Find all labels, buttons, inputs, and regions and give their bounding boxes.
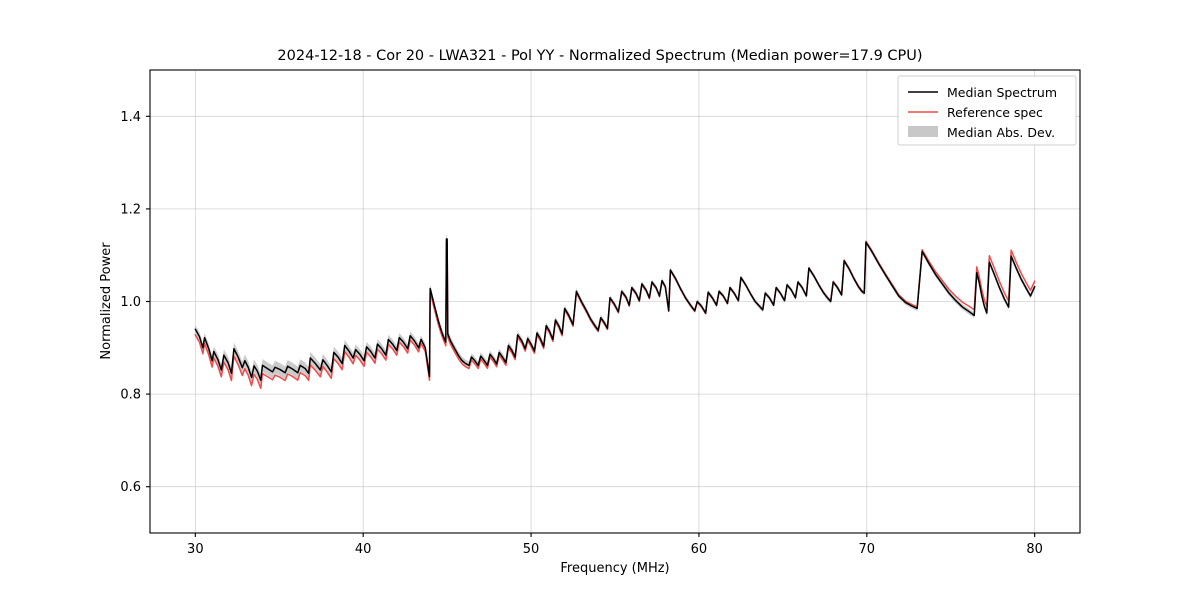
y-tick-label: 1.0 bbox=[120, 295, 141, 310]
legend-swatch-median-abs-dev bbox=[908, 126, 938, 137]
x-tick-label: 30 bbox=[187, 542, 204, 557]
gridlines bbox=[150, 70, 1080, 533]
y-axis-ticks: 0.6 0.8 1.0 1.2 1.4 bbox=[120, 110, 150, 495]
median-spectrum-line bbox=[194, 238, 1036, 381]
legend-label-median-spectrum: Median Spectrum bbox=[947, 85, 1057, 100]
x-tick-label: 80 bbox=[1026, 542, 1043, 557]
y-tick-label: 1.4 bbox=[120, 110, 141, 125]
x-axis-ticks: 30 40 50 60 70 80 bbox=[187, 533, 1043, 557]
x-tick-label: 70 bbox=[859, 542, 876, 557]
legend-label-reference-spec: Reference spec bbox=[947, 105, 1043, 120]
y-axis-label: Normalized Power bbox=[99, 242, 114, 360]
x-tick-label: 40 bbox=[355, 542, 372, 557]
legend-label-median-abs-dev: Median Abs. Dev. bbox=[947, 125, 1055, 140]
plot-title: 2024-12-18 - Cor 20 - LWA321 - Pol YY - … bbox=[277, 48, 922, 64]
legend-background bbox=[897, 75, 1077, 146]
x-tick-label: 60 bbox=[691, 542, 708, 557]
x-axis-label: Frequency (MHz) bbox=[560, 561, 669, 576]
legend: Median Spectrum Reference spec Median Ab… bbox=[897, 75, 1077, 146]
y-tick-label: 0.8 bbox=[120, 388, 141, 403]
x-tick-label: 50 bbox=[523, 542, 540, 557]
y-tick-label: 0.6 bbox=[120, 480, 141, 495]
y-tick-label: 1.2 bbox=[120, 202, 141, 217]
